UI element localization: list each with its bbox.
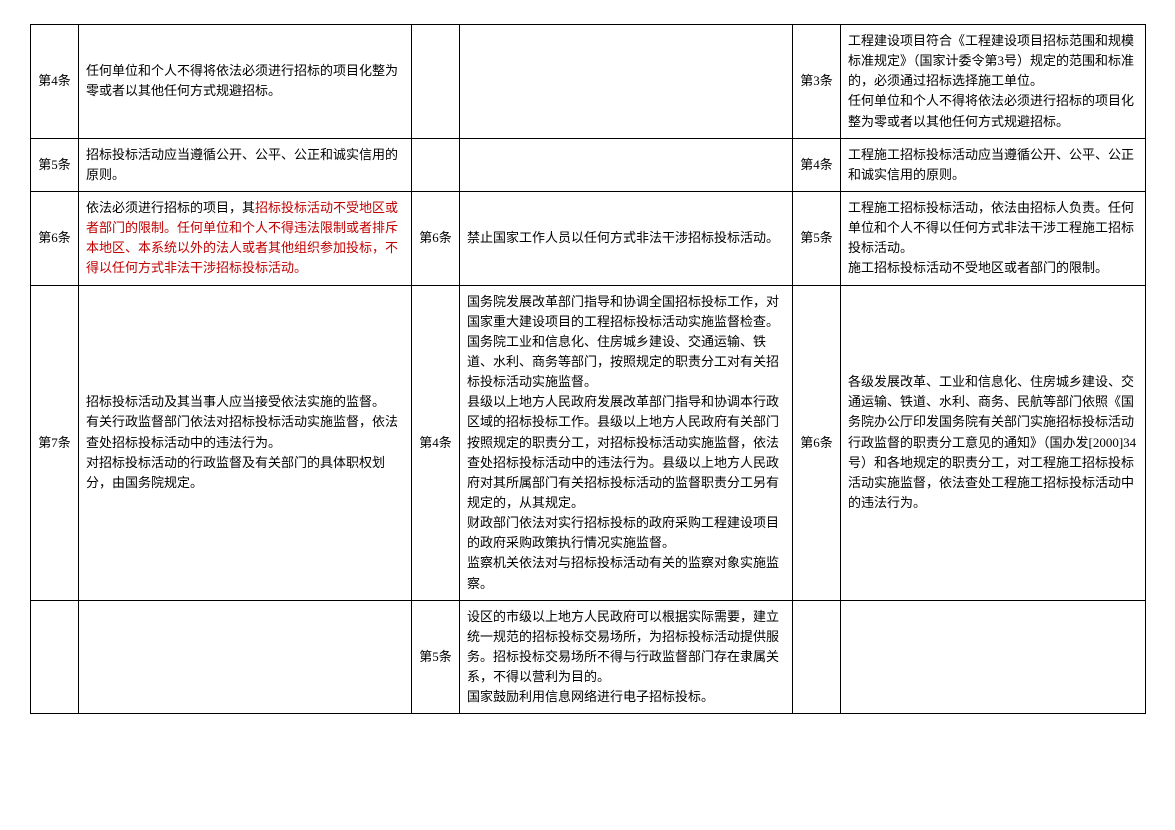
col-b-label: 第4条 [412, 285, 460, 600]
col-a-text: 依法必须进行招标的项目，其招标投标活动不受地区或者部门的限制。任何单位和个人不得… [79, 191, 412, 285]
col-c-text: 工程施工招标投标活动，依法由招标人负责。任何单位和个人不得以任何方式非法干涉工程… [841, 191, 1146, 285]
col-b-text [460, 25, 793, 139]
col-c-label: 第5条 [793, 191, 841, 285]
col-a-text [79, 600, 412, 714]
col-b-label: 第5条 [412, 600, 460, 714]
col-b-text: 设区的市级以上地方人民政府可以根据实际需要，建立统一规范的招标投标交易场所，为招… [460, 600, 793, 714]
col-b-text [460, 138, 793, 191]
col-a-label: 第6条 [31, 191, 79, 285]
col-b-label: 第6条 [412, 191, 460, 285]
col-a-label [31, 600, 79, 714]
col-a-text: 任何单位和个人不得将依法必须进行招标的项目化整为零或者以其他任何方式规避招标。 [79, 25, 412, 139]
col-a-label: 第7条 [31, 285, 79, 600]
col-c-text: 各级发展改革、工业和信息化、住房城乡建设、交通运输、铁道、水利、商务、民航等部门… [841, 285, 1146, 600]
col-c-text: 工程建设项目符合《工程建设项目招标范围和规模标准规定》（国家计委令第3号）规定的… [841, 25, 1146, 139]
col-c-label: 第6条 [793, 285, 841, 600]
col-b-text: 禁止国家工作人员以任何方式非法干涉招标投标活动。 [460, 191, 793, 285]
comparison-table: 第4条任何单位和个人不得将依法必须进行招标的项目化整为零或者以其他任何方式规避招… [30, 24, 1146, 714]
col-b-text: 国务院发展改革部门指导和协调全国招标投标工作，对国家重大建设项目的工程招标投标活… [460, 285, 793, 600]
col-c-text: 工程施工招标投标活动应当遵循公开、公平、公正和诚实信用的原则。 [841, 138, 1146, 191]
col-a-text: 招标投标活动及其当事人应当接受依法实施的监督。有关行政监督部门依法对招标投标活动… [79, 285, 412, 600]
col-a-text: 招标投标活动应当遵循公开、公平、公正和诚实信用的原则。 [79, 138, 412, 191]
col-b-label [412, 138, 460, 191]
col-c-label [793, 600, 841, 714]
col-a-label: 第4条 [31, 25, 79, 139]
col-c-text [841, 600, 1146, 714]
col-a-label: 第5条 [31, 138, 79, 191]
col-c-label: 第3条 [793, 25, 841, 139]
col-c-label: 第4条 [793, 138, 841, 191]
col-b-label [412, 25, 460, 139]
